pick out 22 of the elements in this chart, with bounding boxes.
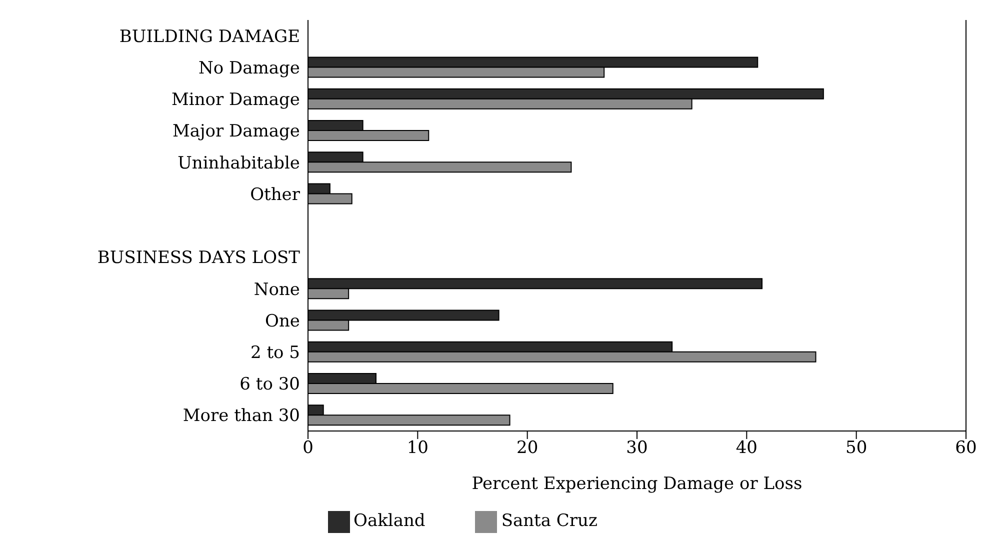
y-tick-label: One <box>265 311 300 332</box>
x-tick-label: 60 <box>955 438 977 458</box>
x-tick-label: 30 <box>626 438 648 458</box>
x-tick-label: 50 <box>846 438 868 458</box>
y-tick-label: BUILDING DAMAGE <box>119 26 300 47</box>
y-tick-label: 6 to 30 <box>240 374 300 395</box>
x-tick-label: 0 <box>302 438 314 458</box>
x-tick-label: 10 <box>406 438 428 458</box>
x-axis-title: Percent Experiencing Damage or Loss <box>472 474 802 494</box>
y-tick-label: No Damage <box>198 58 300 78</box>
y-tick-label: Major Damage <box>172 122 300 142</box>
y-tick-label: Other <box>250 184 301 205</box>
x-tick-label: 40 <box>736 438 758 458</box>
y-tick-label: 2 to 5 <box>250 342 300 363</box>
legend-label: Oakland <box>354 511 426 532</box>
y-tick-label: BUSINESS DAYS LOST <box>97 248 301 268</box>
y-tick-label: None <box>254 280 300 300</box>
y-tick-label: Uninhabitable <box>178 153 300 174</box>
legend-label: Santa Cruz <box>501 511 598 532</box>
x-tick-label: 20 <box>516 438 538 458</box>
y-tick-label: More than 30 <box>182 406 300 426</box>
y-tick-label: Minor Damage <box>171 90 300 110</box>
